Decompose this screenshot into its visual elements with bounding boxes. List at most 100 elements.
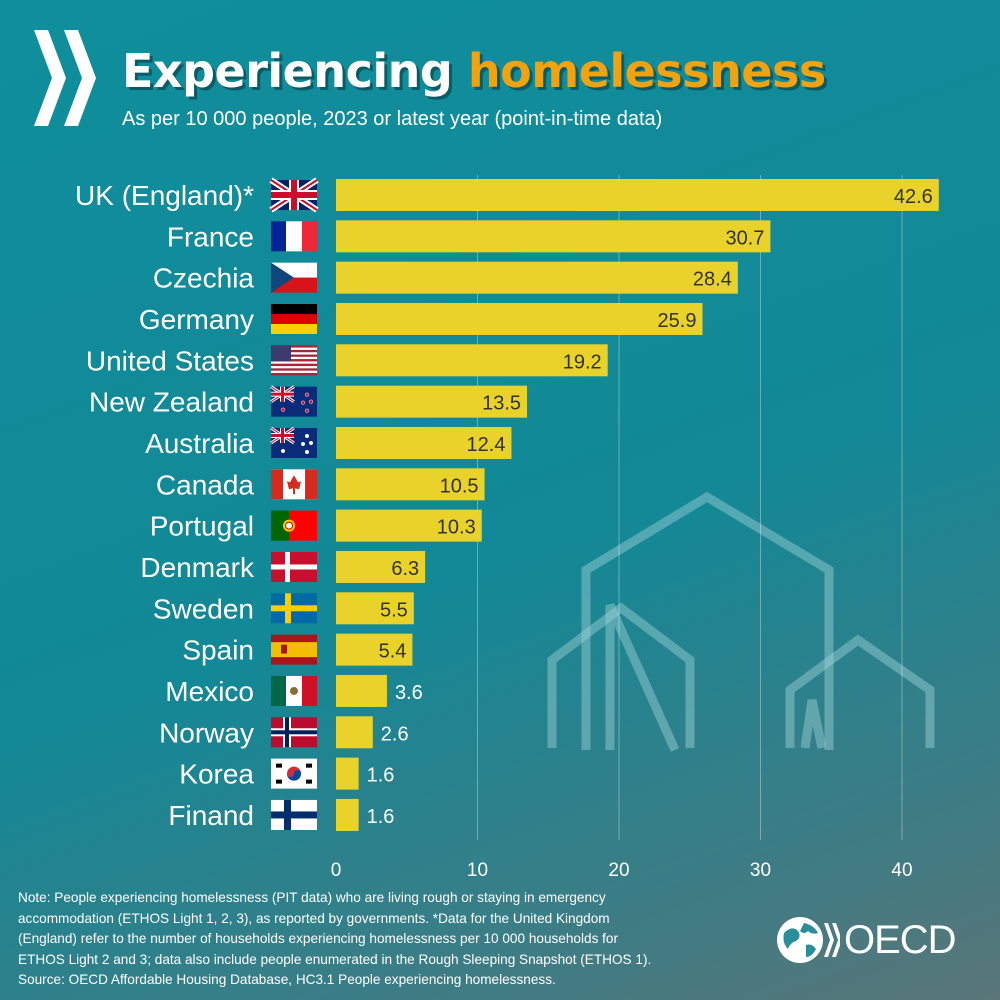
- value-label: 1.6: [367, 806, 395, 828]
- bar-row: Czechia 28.4: [153, 261, 738, 294]
- oecd-logo-text: OECD: [844, 917, 957, 962]
- category-label: Czechia: [153, 263, 255, 294]
- page-title: Experiencing homelessness: [122, 44, 826, 98]
- note-line: accommodation (ETHOS Light 1, 2, 3), as …: [18, 910, 610, 926]
- x-tick-label: 0: [331, 860, 342, 880]
- uk-flag-icon: [269, 177, 319, 213]
- category-label: Germany: [139, 304, 254, 335]
- value-label: 19.2: [563, 351, 602, 373]
- spain-flag-icon: [271, 634, 317, 665]
- france-flag-icon: [271, 221, 317, 252]
- x-tick-label: 10: [467, 860, 488, 880]
- bar: [336, 509, 482, 542]
- category-label: New Zealand: [89, 387, 254, 418]
- category-label: Australia: [145, 428, 254, 459]
- new-zealand-flag-icon: [270, 385, 317, 417]
- bar-row: Mexico 3.6: [165, 674, 423, 707]
- value-label: 6.3: [391, 558, 419, 580]
- bar-row: United States 19.2: [86, 344, 608, 377]
- sweden-flag-icon: [271, 593, 317, 624]
- bar: [336, 757, 359, 790]
- bar: [336, 179, 939, 211]
- bar-row: UK (England)* 42.6: [75, 177, 939, 213]
- bar-row: Spain 5.4: [182, 633, 413, 666]
- value-label: 10.5: [440, 475, 479, 497]
- bar: [336, 261, 738, 294]
- finland-flag-icon: [271, 799, 317, 830]
- bar: [336, 798, 359, 831]
- bar: [336, 302, 703, 335]
- footnote: Note: People experiencing homelessness (…: [18, 888, 778, 991]
- portugal-flag-icon: [271, 510, 317, 541]
- title-part-1: Experiencing: [122, 44, 453, 98]
- category-label: United States: [86, 345, 254, 376]
- note-line: Note: People experiencing homelessness (…: [18, 890, 606, 905]
- bar-row: Australia 12.4: [145, 426, 512, 459]
- value-label: 1.6: [367, 765, 395, 787]
- germany-flag-icon: [271, 303, 317, 334]
- subtitle: As per 10 000 people, 2023 or latest yea…: [122, 108, 663, 130]
- category-label: Spain: [182, 635, 254, 666]
- bar: [336, 426, 512, 459]
- house-illustration: [547, 491, 935, 752]
- value-label: 13.5: [482, 393, 521, 415]
- bar-row: Denmark 6.3: [140, 550, 426, 583]
- value-label: 5.5: [380, 599, 408, 621]
- title-highlight: homelessness: [467, 44, 826, 98]
- mexico-flag-icon: [271, 675, 317, 706]
- bar-row: Sweden 5.5: [153, 592, 414, 625]
- usa-flag-icon: [271, 345, 317, 376]
- bar-row: Canada 10.5: [156, 468, 485, 501]
- bar-row: Portugal 10.3: [150, 509, 482, 542]
- norway-flag-icon: [271, 717, 317, 748]
- category-label: Sweden: [153, 593, 254, 624]
- value-label: 12.4: [467, 434, 506, 456]
- bar: [336, 468, 485, 501]
- bar-chart: UK (England)* 42.6 France 30.7 Czechia 28.4 Ge…: [75, 177, 939, 880]
- bar: [336, 716, 373, 749]
- value-label: 5.4: [379, 641, 407, 663]
- note-line: ETHOS Light 2 and 3; data also include p…: [18, 951, 652, 967]
- value-label: 30.7: [725, 227, 764, 249]
- category-label: Finand: [168, 800, 254, 831]
- oecd-chevrons-icon: [34, 30, 96, 126]
- bar: [336, 633, 413, 666]
- bar-row: New Zealand 13.5: [89, 385, 528, 418]
- bar: [336, 220, 771, 253]
- category-label: Mexico: [165, 676, 254, 707]
- value-label: 25.9: [658, 310, 697, 332]
- denmark-flag-icon: [271, 551, 317, 582]
- globe-icon: [777, 917, 840, 963]
- bar-row: Korea 1.6: [179, 757, 395, 790]
- category-label: Korea: [179, 759, 254, 790]
- value-label: 10.3: [437, 517, 476, 539]
- bar: [336, 385, 528, 418]
- bar: [336, 592, 414, 625]
- australia-flag-icon: [270, 426, 317, 458]
- note-line: (England) refer to the number of househo…: [18, 931, 619, 946]
- x-tick-label: 20: [608, 860, 629, 880]
- czechia-flag-icon: [271, 262, 317, 293]
- bar-row: France 30.7: [167, 220, 771, 253]
- bar-row: Finand 1.6: [168, 798, 395, 831]
- source-line: Source: OECD Affordable Housing Database…: [18, 972, 556, 987]
- korea-flag-icon: [271, 758, 317, 789]
- category-label: Norway: [159, 717, 254, 748]
- bar: [336, 550, 426, 583]
- value-label: 28.4: [693, 269, 732, 291]
- category-label: Denmark: [140, 552, 255, 583]
- bar: [336, 344, 608, 377]
- bar-row: Germany 25.9: [139, 302, 703, 335]
- category-label: France: [167, 221, 254, 252]
- bar-row: Norway 2.6: [159, 716, 409, 749]
- value-label: 42.6: [894, 186, 933, 208]
- category-label: UK (England)*: [75, 180, 254, 211]
- bar: [336, 674, 387, 707]
- canada-flag-icon: [271, 469, 317, 500]
- value-label: 2.6: [381, 723, 409, 745]
- x-tick-label: 30: [750, 860, 771, 880]
- category-label: Canada: [156, 469, 255, 500]
- value-label: 3.6: [395, 682, 423, 704]
- x-tick-label: 40: [891, 860, 912, 880]
